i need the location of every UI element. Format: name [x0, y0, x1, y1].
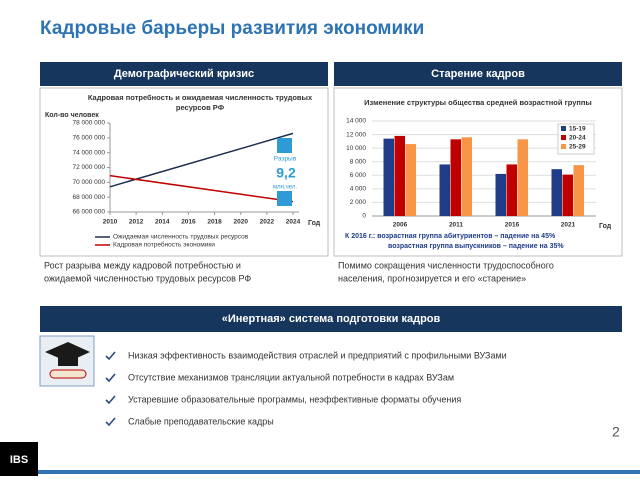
gap-marker: [277, 138, 292, 153]
chart-frame: [333, 87, 623, 257]
y-tick-label: 4 000: [350, 186, 367, 193]
caption: Рост разрыва между кадровой потребностью…: [44, 260, 241, 270]
legend-label: 15-19: [569, 126, 586, 133]
y-tick-label: 0: [362, 213, 366, 220]
y-tick-label: 8 000: [350, 158, 367, 165]
slide-title: Кадровые барьеры развития экономики: [40, 18, 424, 39]
y-tick-label: 12 000: [346, 131, 366, 138]
annotation: млн.чел.: [273, 185, 297, 191]
caption: ожидаемой численностью трудовых ресурсов…: [44, 273, 251, 283]
logo: IBS: [10, 454, 28, 466]
line: [109, 132, 294, 188]
x-tick-label: 2016: [505, 222, 520, 229]
legend-label: Ожидаемая численность трудовых ресурсов: [113, 234, 249, 241]
annotation: 9,2: [276, 165, 296, 181]
bar: [394, 135, 405, 216]
y-tick-label: 66 000 000: [72, 209, 105, 216]
bar: [562, 174, 573, 216]
annotation: Разрыв: [274, 156, 297, 163]
bullet-text: Слабые преподавательские кадры: [128, 416, 274, 426]
legend-label: Кадровая потребность экономики: [113, 241, 215, 249]
caption: населения, прогнозируется и его «старени…: [338, 273, 526, 283]
note: К 2016 г.: возрастная группа абитуриенто…: [345, 232, 556, 240]
page-number: 2: [612, 424, 620, 440]
bar: [383, 138, 394, 216]
y-tick-label: 10 000: [346, 145, 366, 152]
legend-swatch: [561, 126, 566, 131]
x-axis-label: Год: [308, 220, 321, 227]
y-tick-label: 74 000 000: [72, 149, 105, 156]
bullet-text: Отсутствие механизмов трансляции актуаль…: [128, 372, 454, 382]
legend-label: 25-29: [569, 144, 586, 151]
y-tick-label: 14 000: [346, 118, 366, 125]
y-tick-label: 68 000 000: [72, 194, 105, 201]
y-tick-label: 76 000 000: [72, 135, 105, 142]
bullet-text: Устаревшие образовательные программы, не…: [128, 394, 461, 404]
x-tick-label: 2024: [286, 219, 301, 226]
bar: [450, 139, 461, 216]
y-tick-label: 70 000 000: [72, 179, 105, 186]
x-tick-label: 2012: [129, 219, 144, 226]
check-icon: [105, 351, 116, 361]
y-tick-label: 78 000 000: [72, 120, 105, 127]
legend-swatch: [561, 144, 566, 149]
bar: [506, 164, 517, 216]
x-tick-label: 2016: [181, 219, 196, 226]
section-header: Демографический кризис: [114, 68, 254, 80]
y-tick-label: 6 000: [350, 172, 367, 179]
chart-title: Изменение структуры общества средней воз…: [364, 98, 592, 107]
x-tick-label: 2018: [207, 219, 222, 226]
section-header-bg: [40, 306, 622, 332]
gap-marker: [277, 191, 292, 206]
x-tick-label: 2010: [103, 219, 118, 226]
bar: [517, 139, 528, 216]
legend-label: 20-24: [569, 135, 586, 142]
logo-bg: [0, 442, 38, 476]
x-tick-label: 2011: [449, 222, 463, 229]
check-icon: [105, 395, 116, 405]
chart-frame: [39, 87, 329, 257]
line: [109, 174, 294, 203]
section-header: «Инертная» система подготовки кадров: [222, 313, 441, 325]
bar: [495, 173, 506, 216]
bar: [405, 144, 416, 216]
footer-line: [38, 470, 640, 474]
bar: [551, 169, 562, 216]
x-tick-label: 2022: [260, 219, 275, 226]
bar: [439, 164, 450, 216]
x-tick-label: 2006: [393, 222, 408, 229]
caption: Помимо сокращения численности трудоспосо…: [338, 260, 554, 270]
x-tick-label: 2021: [561, 222, 576, 229]
bar: [461, 137, 472, 216]
chart-title: ресурсов РФ: [176, 103, 225, 112]
note: возрастная группа выпускников – падение …: [388, 243, 564, 250]
x-axis-label: Год: [599, 223, 612, 230]
bar: [573, 165, 584, 216]
x-tick-label: 2014: [155, 219, 170, 226]
bullet-text: Низкая эффективность взаимодействия отра…: [128, 350, 507, 360]
education-icon: [39, 335, 95, 387]
y-tick-label: 72 000 000: [72, 164, 105, 171]
section-header-bg: [40, 62, 328, 86]
check-icon: [105, 373, 116, 383]
y-axis-label: Кол-во человек: [45, 112, 99, 119]
section-header: Старение кадров: [431, 68, 525, 80]
legend-swatch: [561, 135, 566, 140]
x-tick-label: 2020: [233, 219, 248, 226]
section-header-bg: [334, 62, 622, 86]
chart-title: Кадровая потребность и ожидаемая численн…: [88, 93, 313, 102]
check-icon: [105, 417, 116, 427]
y-tick-label: 2 000: [350, 199, 367, 206]
